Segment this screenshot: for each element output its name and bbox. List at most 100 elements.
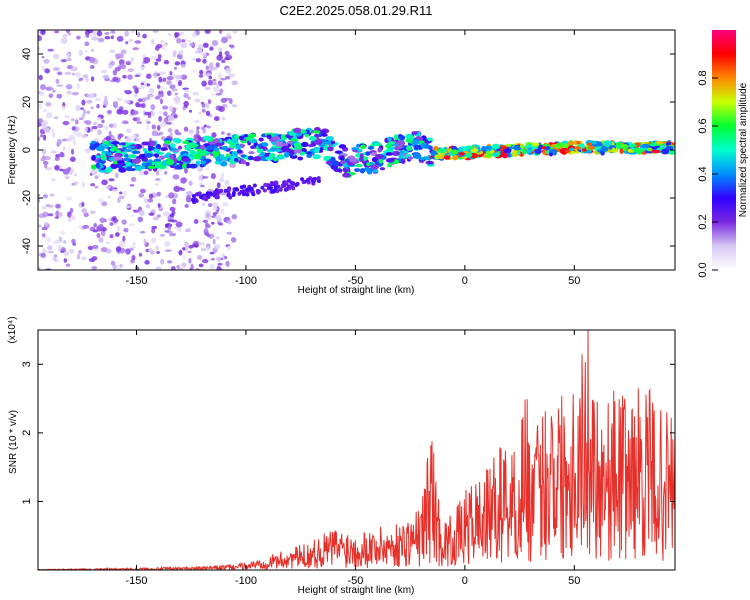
spectrogram-cell [574, 146, 581, 150]
spectrogram-cell [195, 192, 200, 197]
spectrogram-cell [611, 147, 616, 153]
spectrogram-cell [157, 53, 162, 59]
spectrogram-cell [165, 195, 169, 198]
spectrogram-cell [137, 216, 144, 223]
spectrogram-cell [154, 45, 160, 51]
spectrogram-cell [38, 91, 45, 97]
spectrogram-cell [169, 71, 173, 76]
spectrogram-cell [159, 121, 167, 128]
spectrogram-cell [158, 131, 164, 136]
spectrogram-cell [174, 61, 181, 66]
spectrogram-cell [144, 96, 151, 101]
spectrogram-cell [247, 155, 254, 161]
spectrogram-cell [136, 116, 141, 123]
spectrogram-cell [275, 149, 282, 153]
spectrogram-cell [78, 78, 82, 82]
spectrogram-cell [223, 57, 231, 61]
spectrogram-cell [160, 147, 168, 151]
spectrogram-cell [274, 180, 279, 185]
spectrogram-cell [98, 223, 104, 229]
snr-y-ticks: 1 2 3 [21, 361, 675, 504]
spectrogram-cell [212, 206, 218, 211]
spectrogram-cell [438, 147, 446, 154]
spectrogram-cell [48, 204, 54, 209]
spectrogram-cell [188, 109, 193, 113]
spectrogram-cell [207, 79, 213, 86]
spectrogram-cell [206, 246, 210, 252]
spectrogram-cell [125, 248, 131, 255]
spectrogram-cell [168, 33, 172, 37]
spectrogram-cell [231, 80, 238, 86]
spectrogram-cell [115, 246, 122, 253]
spectrogram-cell [620, 144, 629, 149]
spectrogram-cell [215, 62, 220, 68]
spectrogram-cell [57, 71, 63, 76]
spectrogram-cell [278, 187, 283, 192]
spectrogram-cell [244, 187, 249, 192]
spectrogram-cell [83, 120, 89, 123]
spectrogram-cell [147, 146, 152, 152]
spectrogram-cell [198, 74, 204, 78]
spectrogram-cell [165, 249, 172, 252]
spectrogram-cell [154, 245, 160, 251]
spectrogram-cell [40, 252, 47, 258]
spectrogram-cell [166, 159, 175, 166]
spectrogram-cell [81, 201, 85, 207]
spectrogram-cell [125, 41, 129, 45]
spectrogram-cell [128, 153, 137, 159]
spectrogram-cell [78, 117, 84, 121]
spectrogram-cell [189, 149, 196, 155]
spectrogram-cell [272, 188, 277, 193]
spectrogram-cell [210, 173, 216, 180]
spectrogram-cell [50, 177, 56, 182]
spectrogram-cell [94, 185, 99, 189]
spectrogram-cell [208, 75, 213, 80]
spectrogram-cell [300, 128, 306, 134]
spectrogram-cell [122, 235, 126, 242]
spectrogram-cell [294, 144, 301, 150]
spectrogram-cell [366, 162, 371, 167]
spectrogram-cell [162, 211, 170, 217]
spectrogram-cell [522, 149, 527, 155]
spectrogram-cell [225, 260, 230, 267]
spectrogram-cell [168, 106, 174, 112]
spectrogram-cell [66, 57, 72, 62]
spectrogram-cell [351, 147, 360, 151]
spectrogram-cell [41, 55, 45, 59]
spectrogram-cell [84, 41, 90, 47]
spectrogram-cell [221, 145, 229, 151]
spectrogram-cell [121, 120, 129, 125]
x-tick-label: 0 [462, 275, 468, 287]
spectrogram-cell [101, 201, 108, 207]
spectrogram-cell [156, 214, 161, 218]
spectrogram-cell [40, 84, 46, 91]
spectrogram-cell [156, 191, 161, 197]
spectrogram-cell [134, 74, 141, 78]
spectrogram-cell [212, 86, 220, 93]
spectrogram-cell [545, 146, 551, 150]
spectrogram-cell [90, 106, 94, 110]
spectrogram-cell [212, 212, 217, 216]
spectrogram-cell [44, 68, 50, 74]
spectrogram-cell [123, 99, 131, 104]
spectrogram-cell [134, 40, 142, 44]
spectrogram-cell [166, 260, 173, 264]
spectrogram-cell [169, 143, 176, 148]
spectrogram-cell [234, 157, 239, 162]
spectrogram-cell [69, 207, 74, 214]
spectrogram-cell [85, 33, 90, 39]
spectrogram-cell [150, 237, 157, 244]
spectrogram-cell [202, 219, 209, 224]
spectrogram-cell [63, 250, 69, 257]
spectrogram-cell [275, 141, 284, 147]
spectrogram-cell [591, 140, 598, 145]
spectrogram-cell [164, 171, 168, 175]
spectrogram-cell [291, 186, 296, 191]
spectrogram-cell [44, 221, 49, 226]
spectrogram-cell [90, 182, 96, 187]
spectrogram-cell [125, 205, 131, 208]
spectrogram-cell [226, 193, 231, 198]
spectrogram-cell [283, 151, 290, 158]
spectrogram-cell [393, 134, 399, 141]
spectrogram-cell [63, 240, 67, 244]
